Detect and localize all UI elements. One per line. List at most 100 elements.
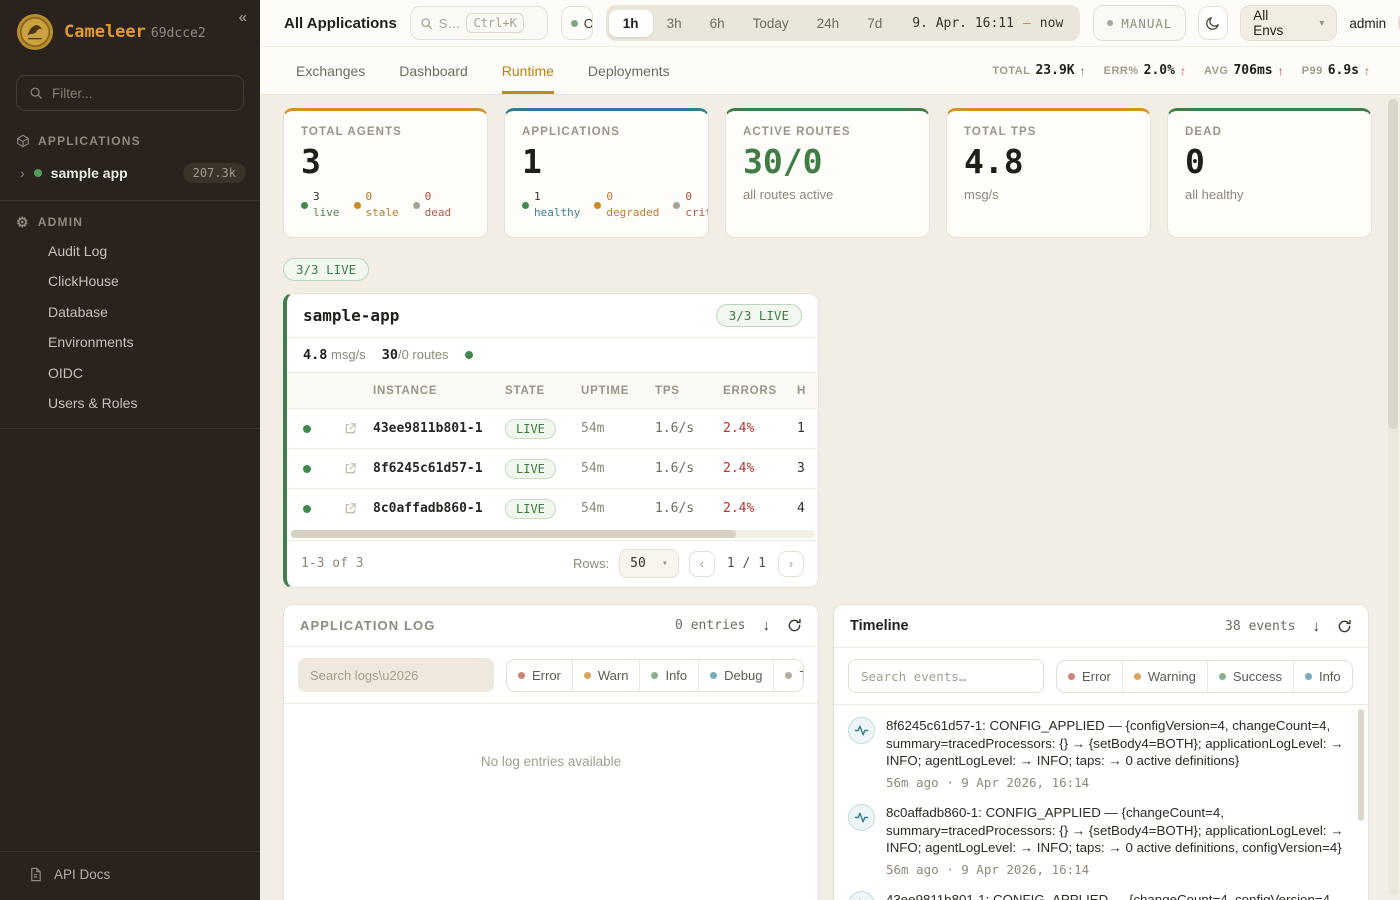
timeline-search-input[interactable] xyxy=(848,659,1044,693)
time-range-6h[interactable]: 6h xyxy=(709,15,725,31)
timeline-events: 8f6245c61d57-1: CONFIG_APPLIED — {config… xyxy=(834,705,1368,900)
sidebar-item-environments[interactable]: Environments xyxy=(48,334,134,351)
manual-label: MANUAL xyxy=(1121,15,1173,31)
date-range-display[interactable]: 9. Apr. 16:11 — now xyxy=(896,16,1077,31)
debug-dot xyxy=(710,671,718,679)
sub-stat-dead: 0 dead xyxy=(412,189,451,222)
sidebar-item-database[interactable]: Database xyxy=(48,303,108,320)
filter-chip-warning[interactable]: Warning xyxy=(1121,660,1207,692)
document-icon xyxy=(28,867,43,882)
environment-select[interactable]: All Envs ▾ xyxy=(1240,5,1338,41)
online-label: O xyxy=(584,16,592,31)
user-name: admin xyxy=(1349,15,1387,31)
card-total-tps: TOTAL TPS 4.8 msg/s xyxy=(946,108,1151,238)
row-range-label: 1-3 of 3 xyxy=(301,556,364,571)
log-entries-count: 0 entries xyxy=(675,618,746,633)
status-dot xyxy=(412,201,420,209)
rows-per-page-select[interactable]: 50 ▾ xyxy=(619,549,679,578)
sidebar-item-audit-log[interactable]: Audit Log xyxy=(48,243,108,259)
sidebar-item-api-docs[interactable]: API Docs xyxy=(16,867,244,882)
download-icon[interactable]: ↓ xyxy=(762,617,771,634)
brand-version: 69dcce2 xyxy=(150,26,206,41)
sidebar-item-oidc[interactable]: OIDC xyxy=(48,364,83,381)
timeline-event: 8c0affadb860-1: CONFIG_APPLIED — {change… xyxy=(848,804,1352,877)
tab-dashboard[interactable]: Dashboard xyxy=(399,62,468,79)
next-page-button[interactable]: › xyxy=(778,550,804,577)
timeline-scrollbar-thumb[interactable] xyxy=(1358,709,1364,821)
time-range-24h[interactable]: 24h xyxy=(816,15,840,31)
kpi-err: ERR% 2.0% ↑ xyxy=(1103,63,1186,78)
card-active-routes: ACTIVE ROUTES 30/0 all routes active xyxy=(725,108,930,238)
admin-nav: Audit Log ClickHouse Database Environmen… xyxy=(0,236,260,419)
status-dot xyxy=(673,201,681,209)
external-link-icon[interactable] xyxy=(327,462,373,475)
search-icon xyxy=(29,86,43,100)
filter-input-box[interactable] xyxy=(16,75,244,111)
filter-chip-trace[interactable]: Trace xyxy=(773,659,803,691)
kpi-avg: AVG 706ms ↑ xyxy=(1203,63,1284,78)
moon-icon xyxy=(1205,15,1221,31)
external-link-icon[interactable] xyxy=(327,502,373,515)
refresh-icon[interactable] xyxy=(787,618,802,633)
trace-dot xyxy=(785,671,793,679)
log-toolbar: Error Warn Info Debug Trace xyxy=(284,647,818,704)
table-row[interactable]: 8c0affadb860-1 LIVE 54m 1.6/s 2.4% 4 xyxy=(287,488,818,528)
time-range-1h[interactable]: 1h xyxy=(608,9,653,37)
download-icon[interactable]: ↓ xyxy=(1312,617,1321,635)
date-separator: — xyxy=(1022,15,1031,31)
sidebar-item-clickhouse[interactable]: ClickHouse xyxy=(48,273,119,290)
admin-section-header: ⚙ ADMIN xyxy=(0,204,260,236)
arrow-up-icon: ↑ xyxy=(1179,63,1186,78)
table-row[interactable]: 8f6245c61d57-1 LIVE 54m 1.6/s 2.4% 3 xyxy=(287,448,818,488)
event-text: 8f6245c61d57-1: CONFIG_APPLIED — {config… xyxy=(886,718,1344,769)
tab-deployments[interactable]: Deployments xyxy=(587,62,670,79)
online-status-button[interactable]: O xyxy=(560,6,593,40)
filter-chip-error[interactable]: Error xyxy=(507,660,572,691)
log-search-input[interactable] xyxy=(298,658,494,692)
chevron-right-icon[interactable]: › xyxy=(20,165,25,181)
sidebar-collapse-icon[interactable]: « xyxy=(238,9,247,26)
pulse-icon xyxy=(848,891,875,900)
pulse-icon xyxy=(848,804,875,832)
filter-chip-debug[interactable]: Debug xyxy=(698,659,773,691)
dark-mode-toggle[interactable] xyxy=(1198,6,1229,40)
sidebar-item-users-roles[interactable]: Users & Roles xyxy=(48,394,138,411)
prev-page-button[interactable]: ‹ xyxy=(688,550,715,577)
manual-mode-button[interactable]: MANUAL xyxy=(1093,5,1187,41)
filter-chip-success[interactable]: Success xyxy=(1206,660,1293,692)
filter-chip-warn[interactable]: Warn xyxy=(571,659,640,691)
refresh-icon[interactable] xyxy=(1337,619,1352,634)
card-total-agents: TOTAL AGENTS 3 3 live 0 stale 0 dead xyxy=(283,108,488,238)
search-placeholder: S… xyxy=(438,15,461,31)
filter-input[interactable] xyxy=(52,85,231,101)
applications-section-header: APPLICATIONS xyxy=(0,123,260,155)
state-badge: LIVE xyxy=(505,418,556,439)
time-range-7d[interactable]: 7d xyxy=(867,15,883,31)
table-row[interactable]: 43ee9811b801-1 LIVE 54m 1.6/s 2.4% 1 xyxy=(287,408,818,448)
arrow-up-icon: ↑ xyxy=(1277,63,1284,78)
tab-runtime[interactable]: Runtime xyxy=(501,47,554,94)
state-badge: LIVE xyxy=(505,498,556,519)
content-area: TOTAL AGENTS 3 3 live 0 stale 0 dead APPLIC… xyxy=(260,95,1400,900)
filter-chip-info[interactable]: Info xyxy=(639,659,698,691)
time-range-3h[interactable]: 3h xyxy=(666,15,682,31)
tab-exchanges[interactable]: Exchanges xyxy=(296,62,366,79)
app-panel-title: sample-app xyxy=(303,306,400,325)
filter-chip-info[interactable]: Info xyxy=(1292,660,1352,692)
manual-dot xyxy=(1107,20,1114,26)
sidebar-item-sample-app[interactable]: › sample app 207.3k xyxy=(0,155,260,191)
status-badge: 3/3 LIVE xyxy=(715,304,802,327)
time-range-today[interactable]: Today xyxy=(752,15,789,31)
page-scrollbar-thumb[interactable] xyxy=(1388,99,1398,429)
health-dot xyxy=(464,351,473,359)
topbar-right: MANUAL All Envs ▾ admin AD xyxy=(1093,5,1400,41)
avatar[interactable]: AD xyxy=(1398,8,1400,38)
success-dot xyxy=(1218,672,1226,680)
horizontal-scrollbar-thumb[interactable] xyxy=(291,530,736,538)
external-link-icon[interactable] xyxy=(327,422,373,435)
global-search-input[interactable]: S… Ctrl+K xyxy=(409,6,548,40)
filter-chip-error[interactable]: Error xyxy=(1057,661,1122,692)
page-scrollbar xyxy=(1388,99,1398,896)
status-dot xyxy=(353,201,361,209)
